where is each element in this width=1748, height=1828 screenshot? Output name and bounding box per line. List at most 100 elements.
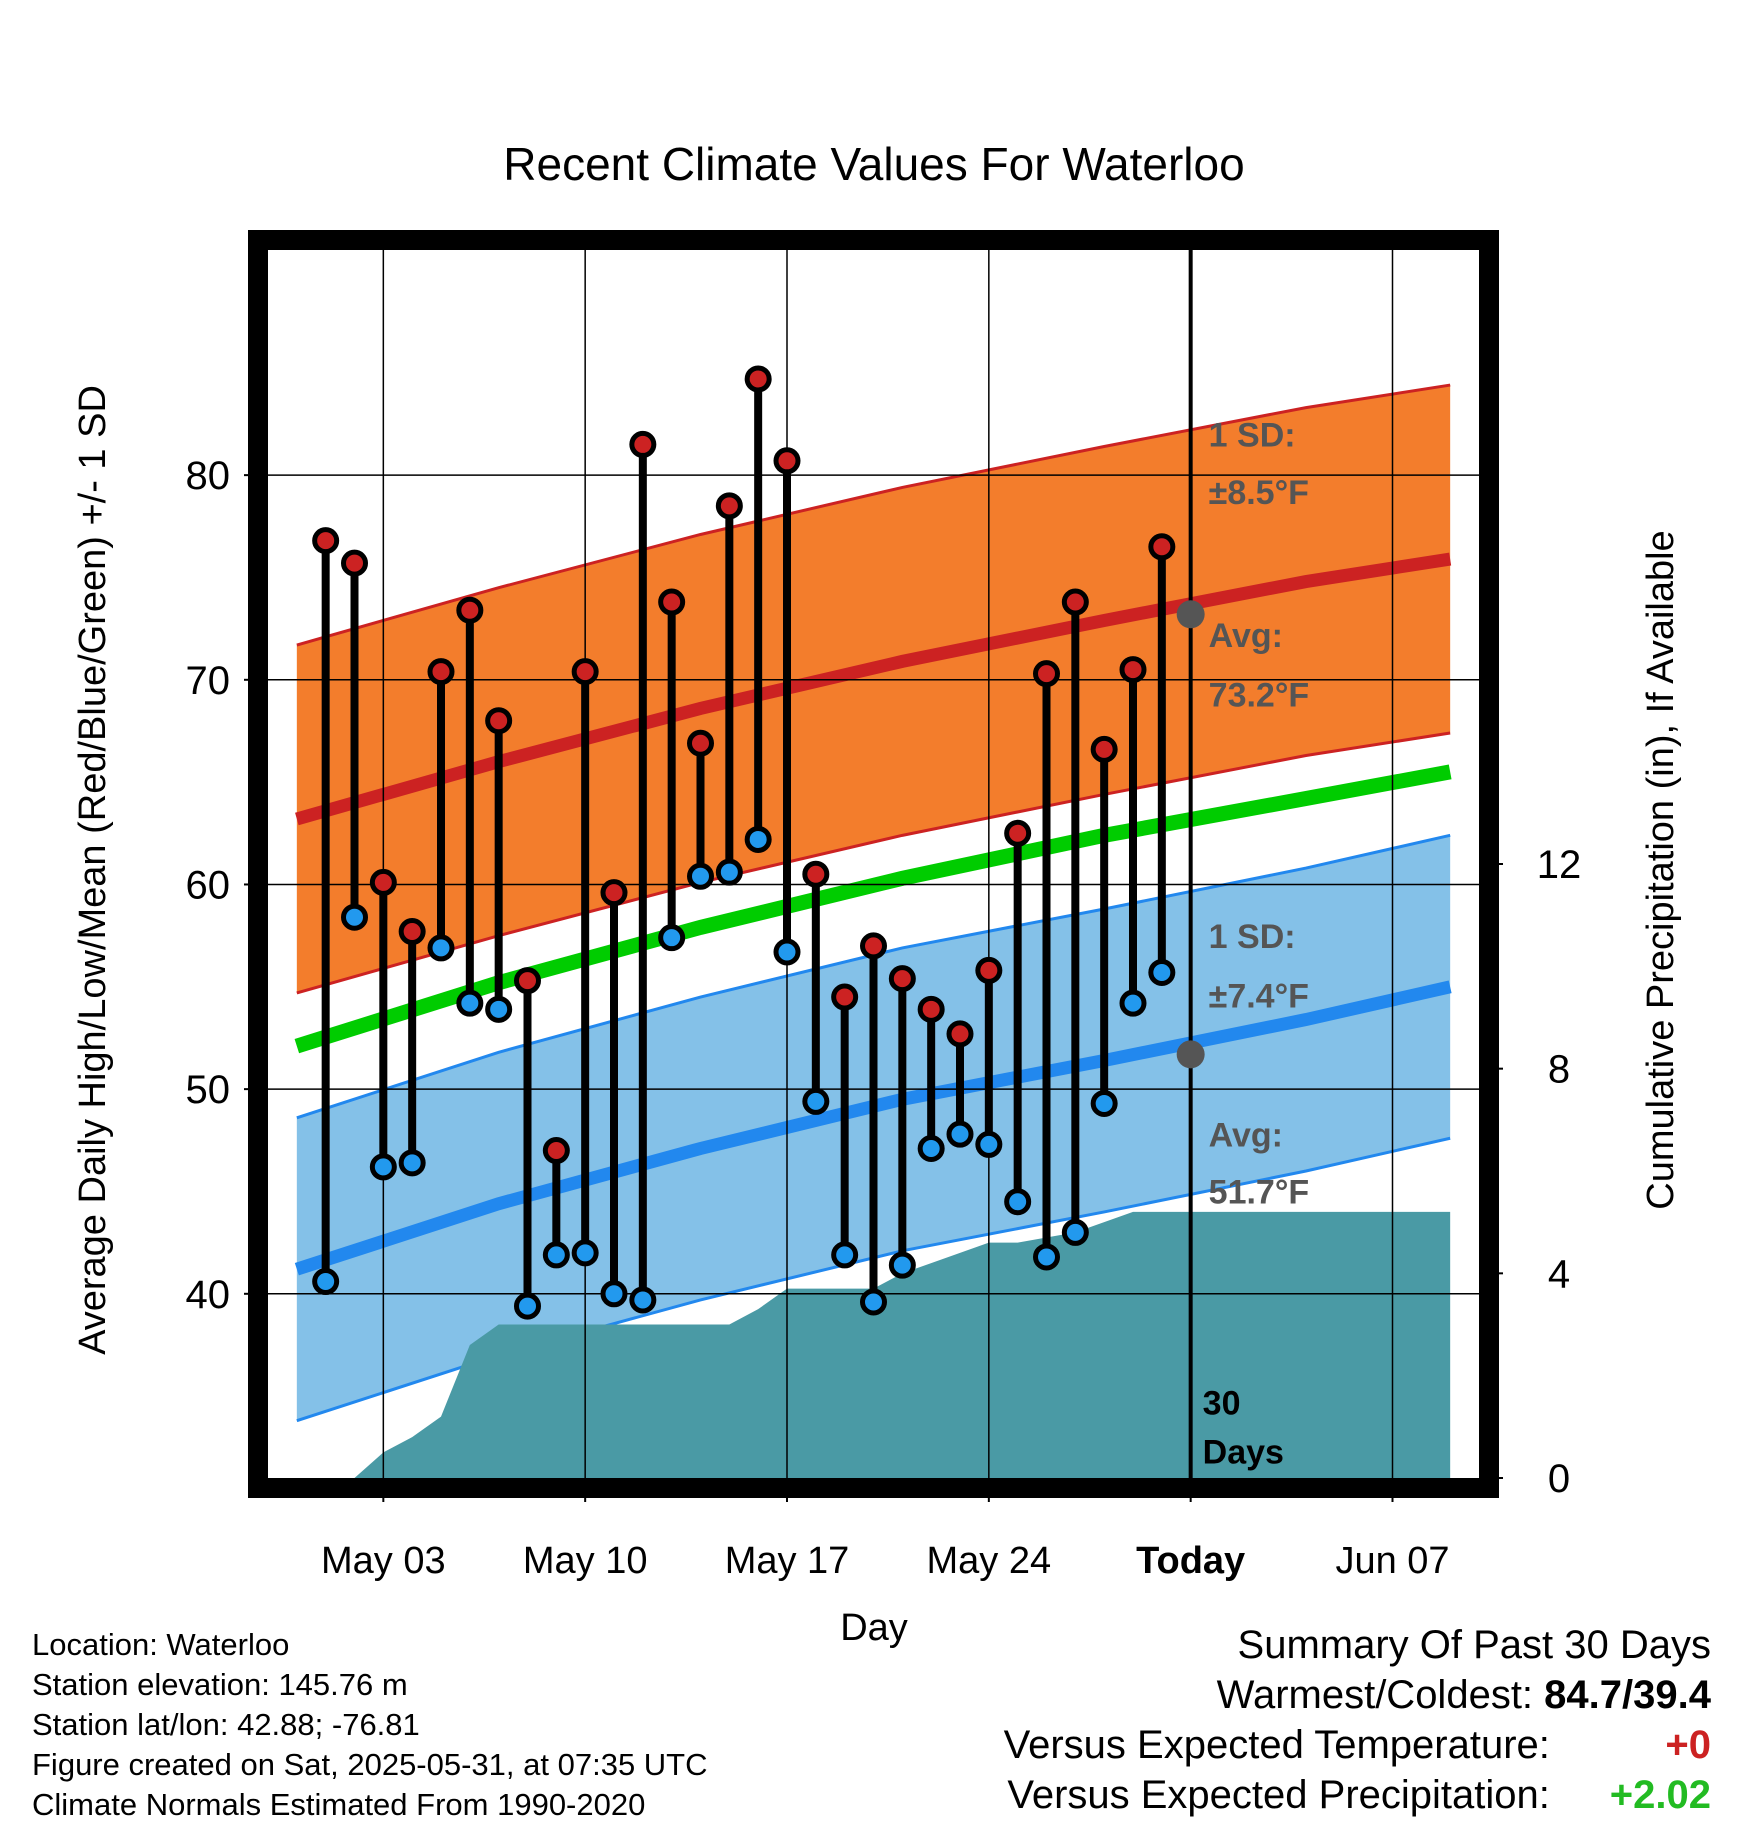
high-point [917, 995, 945, 1023]
high-point [860, 932, 887, 960]
summary-temp: Versus Expected Temperature: +0 [1004, 1720, 1711, 1770]
high-point [514, 967, 541, 995]
x-tick-label: Jun 07 [1335, 1540, 1449, 1582]
high-avg-marker [1176, 600, 1205, 629]
high-point [341, 549, 368, 577]
low-point [687, 862, 714, 890]
high-point [831, 983, 859, 1011]
high-point [427, 658, 455, 686]
warm-cold-label: Warmest/Coldest: [1216, 1673, 1534, 1717]
high-point [600, 879, 628, 907]
y-tick-label: 50 [186, 1068, 231, 1112]
low-point [629, 1286, 657, 1314]
normal-high-upper-sd-line [296, 383, 1451, 647]
high-point [629, 430, 657, 458]
high-point [1004, 819, 1032, 847]
low-point [1119, 989, 1147, 1017]
high-point [744, 365, 772, 393]
summary-title: Summary Of Past 30 Days [1237, 1623, 1711, 1667]
high-point [369, 868, 397, 896]
y-tick-label: 70 [186, 659, 231, 703]
high-sd-value: ±8.5°F [1209, 474, 1309, 512]
low-avg-marker [1176, 1040, 1205, 1069]
low-point [744, 825, 772, 853]
high-point [542, 1137, 570, 1165]
high-point [456, 596, 484, 624]
temp-value: +0 [1665, 1723, 1711, 1767]
low-point [1004, 1188, 1032, 1216]
low-sd-value: ±7.4°F [1209, 977, 1309, 1015]
x-tick-label: Today [1136, 1540, 1245, 1582]
high-point [571, 658, 599, 686]
chart-title: Recent Climate Values For Waterloo [503, 138, 1244, 190]
summary-warm-cold: Warmest/Coldest: 84.7/39.4 [1004, 1670, 1711, 1720]
low-point [773, 938, 801, 966]
low-point [571, 1239, 599, 1267]
plot-area: 1 SD: ±8.5°F Avg: 73.2°F 1 SD: ±7.4°F Avg: 51.7… [186, 230, 1582, 1582]
low-point [398, 1149, 426, 1177]
low-point [600, 1280, 628, 1308]
high-point [658, 588, 686, 616]
x-tick-label: May 17 [725, 1540, 850, 1582]
low-sd-title: 1 SD: [1209, 918, 1296, 956]
y-tick-label: 40 [186, 1273, 231, 1317]
period-label-number: 30 [1203, 1385, 1241, 1423]
period-label-unit: Days [1203, 1434, 1284, 1472]
high-point [715, 492, 743, 520]
low-point [658, 924, 686, 952]
high-point [773, 447, 801, 475]
summary-precip: Versus Expected Precipitation: +2.02 [1004, 1770, 1711, 1820]
temp-label: Versus Expected Temperature: [1003, 1723, 1550, 1767]
low-point [312, 1268, 340, 1296]
y2-tick-label: 12 [1537, 843, 1582, 887]
high-point [975, 956, 1003, 984]
low-point [514, 1292, 541, 1320]
latlon-text: Station lat/lon: 42.88; -76.81 [32, 1707, 420, 1742]
y-axis-label: Average Daily High/Low/Mean (Red/Blue/Gr… [72, 385, 114, 1355]
warm-cold-value: 84.7/39.4 [1544, 1673, 1711, 1717]
x-axis-label: Day [840, 1607, 908, 1649]
high-point [312, 527, 340, 555]
y2-axis-label: Cumulative Precipitation (in), If Availa… [1640, 530, 1682, 1209]
precip-value: +2.02 [1609, 1773, 1711, 1817]
low-point [542, 1241, 570, 1269]
low-point [341, 903, 368, 931]
low-point [888, 1251, 916, 1279]
y-tick-label: 80 [186, 454, 231, 498]
created-text: Figure created on Sat, 2025-05-31, at 07… [32, 1747, 708, 1782]
x-tick-label: May 10 [523, 1540, 648, 1582]
summary-panel: Summary Of Past 30 Days Warmest/Coldest:… [1004, 1620, 1711, 1820]
y2-tick-label: 0 [1548, 1457, 1570, 1501]
high-point [687, 729, 714, 757]
y2-tick-label: 8 [1548, 1048, 1570, 1092]
low-point [946, 1120, 974, 1148]
high-point [398, 918, 426, 946]
high-point [485, 707, 513, 735]
high-sd-title: 1 SD: [1209, 416, 1296, 454]
high-point [1090, 735, 1118, 763]
high-avg-value: 73.2°F [1209, 676, 1310, 714]
high-point [1033, 660, 1060, 688]
normals-text: Climate Normals Estimated From 1990-2020 [32, 1787, 646, 1822]
low-point [975, 1130, 1003, 1158]
low-point [917, 1134, 945, 1162]
high-point [802, 860, 830, 888]
low-point [715, 858, 743, 886]
normal-low-upper-sd-line [296, 833, 1451, 1120]
x-tick-label: May 03 [321, 1540, 446, 1582]
low-point [860, 1288, 887, 1316]
low-avg-value: 51.7°F [1209, 1174, 1310, 1212]
high-point [1119, 656, 1147, 684]
location-text: Location: Waterloo [32, 1627, 290, 1662]
low-point [831, 1241, 859, 1269]
low-avg-title: Avg: [1209, 1116, 1283, 1154]
low-point [1148, 958, 1176, 986]
low-point [456, 989, 484, 1017]
precipitation-area [325, 1211, 1451, 1478]
high-point [1148, 533, 1176, 561]
precip-label: Versus Expected Precipitation: [1007, 1773, 1550, 1817]
y-tick-label: 60 [186, 863, 231, 907]
station-info: Location: Waterloo Station elevation: 14… [32, 1625, 708, 1825]
plot-content [268, 250, 1479, 1478]
